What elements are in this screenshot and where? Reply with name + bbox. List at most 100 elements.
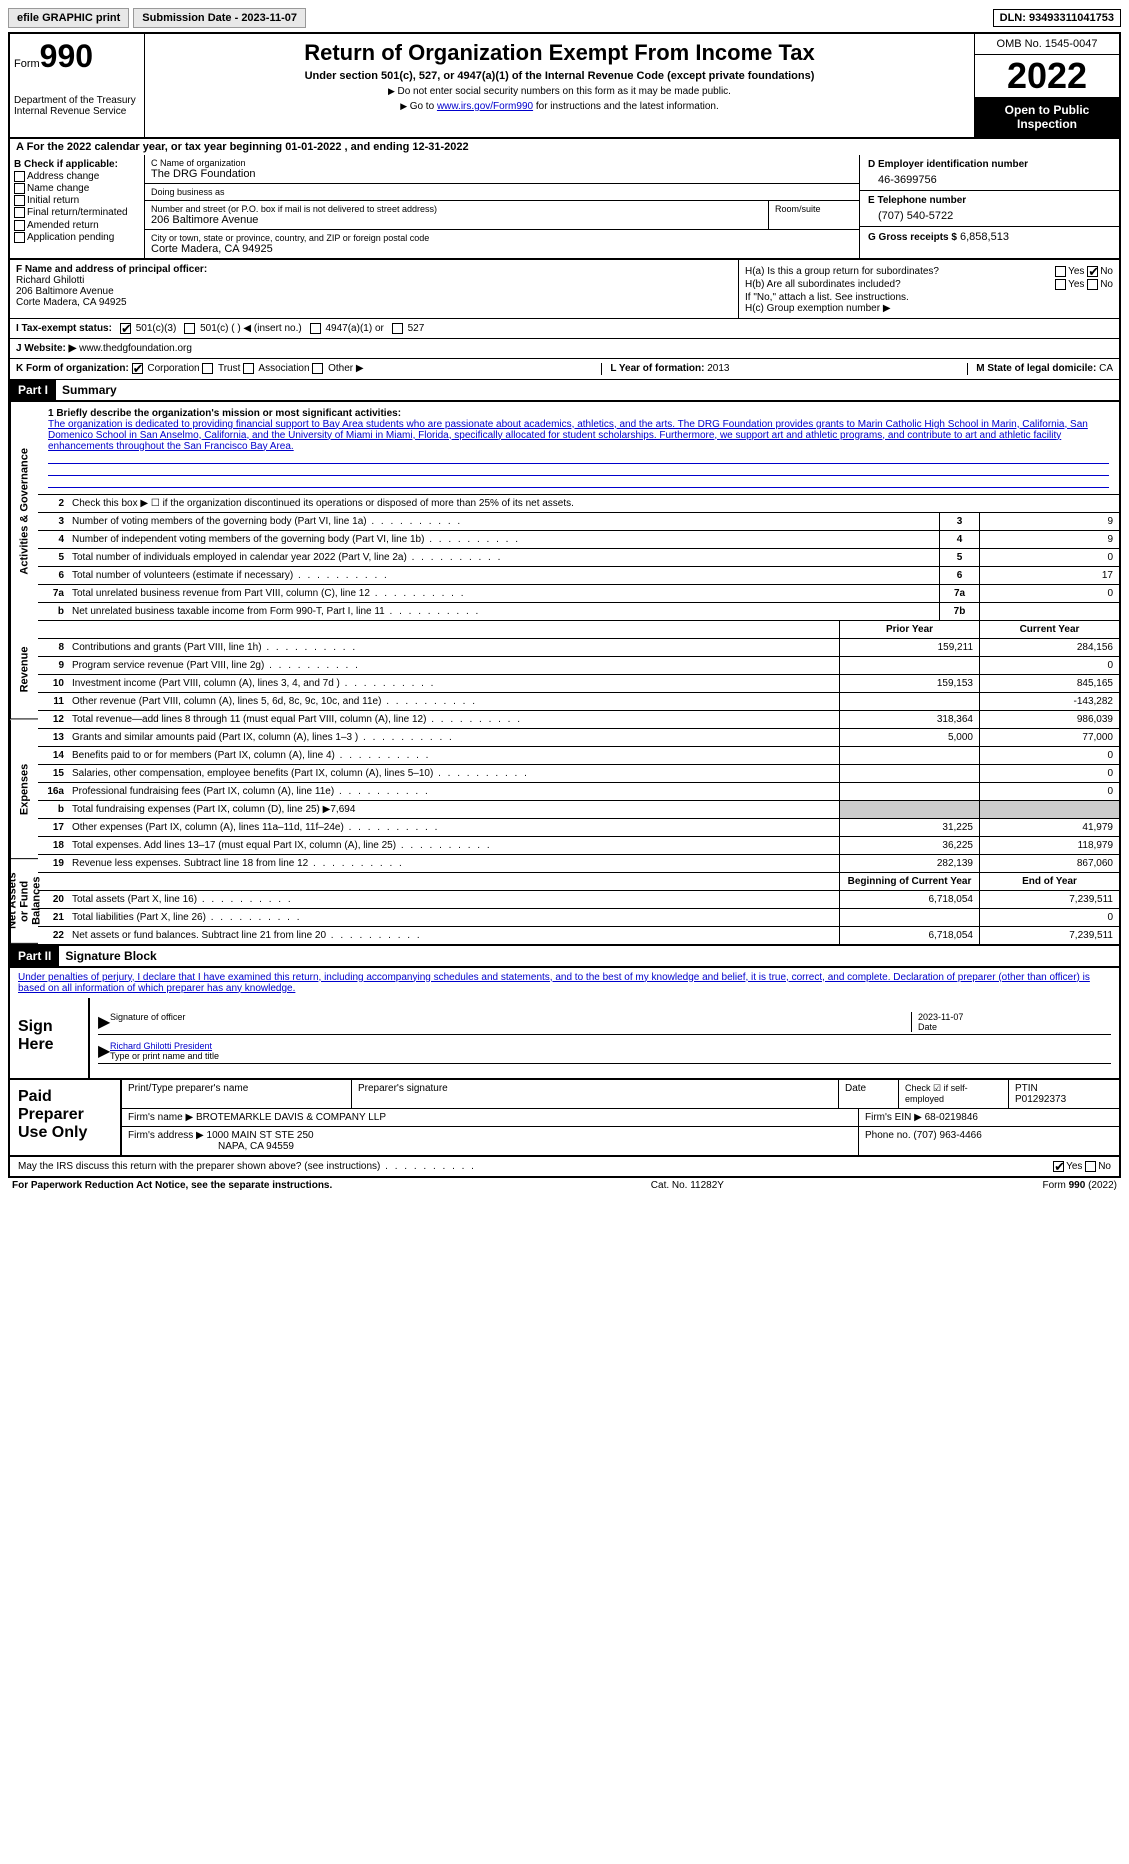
end-year-header: End of Year xyxy=(979,873,1119,890)
department-label: Department of the Treasury Internal Reve… xyxy=(14,95,140,117)
city-value: Corte Madera, CA 94925 xyxy=(151,243,853,255)
vert-net: Net Assets or Fund Balances xyxy=(10,859,38,944)
line-row: bNet unrelated business taxable income f… xyxy=(38,602,1119,620)
hc-label: H(c) Group exemption number ▶ xyxy=(745,303,1113,314)
officer-addr2: Corte Madera, CA 94925 xyxy=(16,297,732,308)
firm-addr-l: Firm's address ▶ xyxy=(128,1130,204,1141)
main-title: Return of Organization Exempt From Incom… xyxy=(151,40,968,66)
form-prefix: Form xyxy=(14,58,40,70)
website-label: J Website: ▶ xyxy=(16,343,76,354)
sig-declaration: Under penalties of perjury, I declare th… xyxy=(10,968,1119,998)
line-row: 16aProfessional fundraising fees (Part I… xyxy=(38,782,1119,800)
cb-address[interactable]: Address change xyxy=(14,171,140,182)
section-bcd: B Check if applicable: Address change Na… xyxy=(8,155,1121,260)
firm-name-l: Firm's name ▶ xyxy=(128,1112,193,1123)
submission-button[interactable]: Submission Date - 2023-11-07 xyxy=(133,8,306,28)
prior-year-header: Prior Year xyxy=(839,621,979,638)
website-value: www.thedgfoundation.org xyxy=(76,343,192,354)
firm-city: NAPA, CA 94559 xyxy=(128,1141,294,1152)
sign-here-label: Sign Here xyxy=(10,998,90,1078)
line-row: 2Check this box ▶ ☐ if the organization … xyxy=(38,494,1119,512)
beg-year-header: Beginning of Current Year xyxy=(839,873,979,890)
officer-label: F Name and address of principal officer: xyxy=(16,264,732,275)
hb-label: H(b) Are all subordinates included? xyxy=(745,279,901,290)
officer-h-section: F Name and address of principal officer:… xyxy=(8,260,1121,319)
col-c-org-info: C Name of organization The DRG Foundatio… xyxy=(145,155,859,258)
ein-value: 46-3699756 xyxy=(868,174,1111,186)
prep-check-h: Check ☑ if self-employed xyxy=(899,1080,1009,1108)
prep-sig-h: Preparer's signature xyxy=(352,1080,839,1108)
firm-ein-l: Firm's EIN ▶ xyxy=(865,1112,922,1123)
cb-name[interactable]: Name change xyxy=(14,183,140,194)
line-row: 18Total expenses. Add lines 13–17 (must … xyxy=(38,836,1119,854)
sig-date-label: Date xyxy=(918,1022,937,1032)
line-row: 13Grants and similar amounts paid (Part … xyxy=(38,728,1119,746)
cb-initial[interactable]: Initial return xyxy=(14,195,140,206)
row-a-period: A For the 2022 calendar year, or tax yea… xyxy=(8,139,1121,155)
note-link: Go to www.irs.gov/Form990 for instructio… xyxy=(151,101,968,112)
summary-body: Activities & Governance Revenue Expenses… xyxy=(8,402,1121,946)
note-suffix: for instructions and the latest informat… xyxy=(533,101,719,112)
irs-link[interactable]: www.irs.gov/Form990 xyxy=(437,101,533,112)
line-row: 19Revenue less expenses. Subtract line 1… xyxy=(38,854,1119,872)
phone-label: E Telephone number xyxy=(868,195,1111,206)
sig-date: 2023-11-07 xyxy=(918,1012,963,1022)
part2-label: Part II xyxy=(10,946,59,966)
efile-button[interactable]: efile GRAPHIC print xyxy=(8,8,129,28)
vert-exp: Expenses xyxy=(10,720,38,859)
line-row: 10Investment income (Part VIII, column (… xyxy=(38,674,1119,692)
discuss-text: May the IRS discuss this return with the… xyxy=(18,1161,476,1172)
current-year-header: Current Year xyxy=(979,621,1119,638)
form-org-row: K Form of organization: Corporation Trus… xyxy=(8,359,1121,379)
col-d-info: D Employer identification number 46-3699… xyxy=(859,155,1119,258)
footer-row: For Paperwork Reduction Act Notice, see … xyxy=(8,1178,1121,1193)
website-row: J Website: ▶ www.thedgfoundation.org xyxy=(8,339,1121,359)
city-label: City or town, state or province, country… xyxy=(151,233,853,243)
top-bar: efile GRAPHIC print Submission Date - 20… xyxy=(8,8,1121,28)
prep-date-h: Date xyxy=(839,1080,899,1108)
form-org-label: K Form of organization: xyxy=(16,364,129,375)
cb-amended[interactable]: Amended return xyxy=(14,220,140,231)
col-header2-row: Beginning of Current Year End of Year xyxy=(38,872,1119,890)
part2-title: Signature Block xyxy=(59,949,156,963)
tax-status-label: I Tax-exempt status: xyxy=(16,323,112,334)
summary-content: 1 Briefly describe the organization's mi… xyxy=(38,402,1119,944)
line-row: 22Net assets or fund balances. Subtract … xyxy=(38,926,1119,944)
cb-final[interactable]: Final return/terminated xyxy=(14,207,140,218)
gross-label: G Gross receipts $ xyxy=(868,232,957,243)
mission-text: The organization is dedicated to providi… xyxy=(48,419,1109,452)
col-b-title: B Check if applicable: xyxy=(14,159,140,170)
part1-header: Part I Summary xyxy=(8,380,1121,402)
officer-addr1: 206 Baltimore Avenue xyxy=(16,286,732,297)
cb-pending[interactable]: Application pending xyxy=(14,232,140,243)
header-left: Form 990 Department of the Treasury Inte… xyxy=(10,34,145,137)
org-name: The DRG Foundation xyxy=(151,168,853,180)
vert-rev: Revenue xyxy=(10,621,38,719)
line-row: 4Number of independent voting members of… xyxy=(38,530,1119,548)
hb-note: If "No," attach a list. See instructions… xyxy=(745,292,1113,303)
prep-ptin: P01292373 xyxy=(1015,1094,1066,1105)
vert-gov: Activities & Governance xyxy=(10,402,38,622)
dln-box: DLN: 93493311041753 xyxy=(993,9,1121,27)
line-row: 6Total number of volunteers (estimate if… xyxy=(38,566,1119,584)
preparer-section: Paid Preparer Use Only Print/Type prepar… xyxy=(8,1080,1121,1157)
open-public-badge: Open to Public Inspection xyxy=(975,97,1119,137)
line-row: bTotal fundraising expenses (Part IX, co… xyxy=(38,800,1119,818)
line-row: 14Benefits paid to or for members (Part … xyxy=(38,746,1119,764)
state-value: CA xyxy=(1099,363,1113,374)
prep-ptin-h: PTIN xyxy=(1015,1083,1038,1094)
firm-name: BROTEMARKLE DAVIS & COMPANY LLP xyxy=(196,1112,386,1123)
sig-name: Richard Ghilotti President xyxy=(110,1041,219,1051)
line-row: 12Total revenue—add lines 8 through 11 (… xyxy=(38,710,1119,728)
h-block: H(a) Is this a group return for subordin… xyxy=(739,260,1119,318)
firm-addr: 1000 MAIN ST STE 250 xyxy=(207,1130,314,1141)
omb-number: OMB No. 1545-0047 xyxy=(975,34,1119,55)
col-b-checkboxes: B Check if applicable: Address change Na… xyxy=(10,155,145,258)
signature-section: Under penalties of perjury, I declare th… xyxy=(8,968,1121,1080)
phone-value: (707) 540-5722 xyxy=(868,210,1111,222)
line-row: 17Other expenses (Part IX, column (A), l… xyxy=(38,818,1119,836)
tax-year: 2022 xyxy=(975,55,1119,97)
addr-label: Number and street (or P.O. box if mail i… xyxy=(151,204,762,214)
line-row: 7aTotal unrelated business revenue from … xyxy=(38,584,1119,602)
ein-label: D Employer identification number xyxy=(868,159,1111,170)
